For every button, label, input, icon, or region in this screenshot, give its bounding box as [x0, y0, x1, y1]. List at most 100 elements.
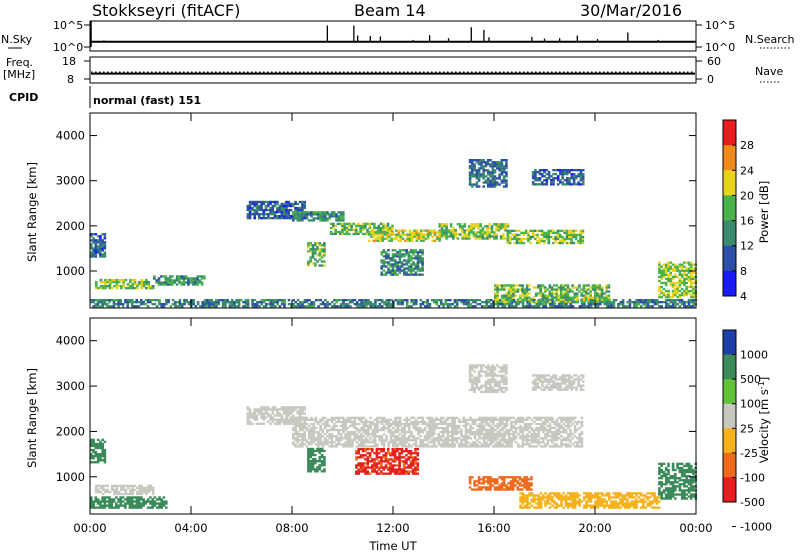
power-cell: [386, 238, 389, 240]
power-cell: [140, 301, 143, 303]
power-cell: [138, 281, 141, 283]
velocity-cell: [408, 435, 411, 437]
velocity-cell: [449, 445, 452, 447]
velocity-cell: [397, 427, 400, 429]
velocity-cell: [306, 439, 309, 441]
velocity-cell: [313, 433, 316, 435]
power-cell: [471, 171, 474, 173]
power-cell: [601, 295, 604, 297]
velocity-cell: [405, 458, 408, 460]
power-cell: [496, 181, 499, 183]
velocity-cell: [397, 437, 400, 439]
velocity-cell: [337, 419, 340, 421]
power-cell: [447, 303, 450, 305]
power-cell: [690, 274, 693, 276]
power-cell: [524, 288, 527, 290]
velocity-cell: [472, 445, 475, 447]
power-cell: [688, 303, 691, 305]
power-cell: [294, 217, 297, 219]
power-cell: [450, 225, 453, 227]
power-cell: [387, 253, 390, 255]
velocity-cell: [535, 437, 538, 439]
power-cell: [381, 299, 384, 301]
power-cell: [508, 297, 511, 299]
power-cell: [471, 175, 474, 177]
velocity-cell: [437, 439, 440, 441]
velocity-cell: [333, 417, 336, 419]
power-cell: [642, 299, 645, 301]
power-cell: [359, 227, 362, 229]
power-cell: [412, 263, 415, 265]
velocity-cell: [357, 468, 360, 470]
power-cell: [670, 296, 673, 298]
power-cell: [672, 286, 675, 288]
power-cell: [608, 290, 611, 292]
velocity-cell: [501, 429, 504, 431]
velocity-cell: [467, 431, 470, 433]
power-cell: [429, 303, 432, 305]
velocity-cell: [326, 421, 329, 423]
velocity-cell: [276, 423, 279, 425]
velocity-cell: [431, 429, 434, 431]
power-cell: [559, 169, 562, 171]
power-cell: [495, 233, 498, 235]
velocity-cell: [396, 448, 399, 450]
velocity-cell: [99, 500, 102, 502]
power-cell: [265, 207, 268, 209]
power-cell: [431, 232, 434, 234]
power-cell: [400, 240, 403, 242]
power-cell: [470, 303, 473, 305]
velocity-cell: [100, 487, 103, 489]
power-cell: [454, 229, 457, 231]
power-cell: [332, 225, 335, 227]
velocity-cell: [364, 466, 367, 468]
velocity-cell: [380, 458, 383, 460]
velocity-cell: [353, 419, 356, 421]
velocity-cell: [433, 431, 436, 433]
power-cell: [265, 209, 268, 211]
power-cell: [95, 285, 98, 287]
velocity-cell: [481, 425, 484, 427]
power-cell: [510, 290, 513, 292]
velocity-cell: [405, 462, 408, 464]
power-cell: [541, 238, 544, 240]
velocity-cell: [381, 421, 384, 423]
power-cell: [575, 234, 578, 236]
velocity-cell: [499, 417, 502, 419]
power-cell: [672, 278, 675, 280]
power-cell: [400, 236, 403, 238]
power-cell: [594, 288, 597, 290]
velocity-cell: [447, 423, 450, 425]
power-cell: [138, 305, 141, 307]
power-cell: [369, 223, 372, 225]
power-cell: [482, 175, 485, 177]
velocity-cell: [490, 441, 493, 443]
velocity-cell: [569, 435, 572, 437]
power-cell: [387, 263, 390, 265]
velocity-cell: [537, 435, 540, 437]
velocity-cell: [371, 448, 374, 450]
power-cell: [670, 266, 673, 268]
power-cell: [426, 305, 429, 307]
velocity-cell: [512, 431, 515, 433]
power-cell: [494, 163, 497, 165]
power-cell: [539, 171, 542, 173]
power-cell: [580, 175, 583, 177]
velocity-cell: [422, 423, 425, 425]
power-cell: [489, 183, 492, 185]
power-cell: [601, 286, 604, 288]
velocity-cell: [308, 419, 311, 421]
velocity-cell: [474, 423, 477, 425]
power-cell: [247, 299, 250, 301]
velocity-cell: [147, 485, 150, 487]
power-cell: [548, 236, 551, 238]
power-cell: [484, 233, 487, 235]
power-cell: [460, 301, 463, 303]
power-cell: [485, 299, 488, 301]
power-cell: [162, 283, 165, 285]
velocity-cell: [141, 491, 144, 493]
power-cell: [645, 299, 648, 301]
power-cell: [314, 252, 317, 254]
power-cell: [489, 181, 492, 183]
power-cell: [534, 177, 537, 179]
